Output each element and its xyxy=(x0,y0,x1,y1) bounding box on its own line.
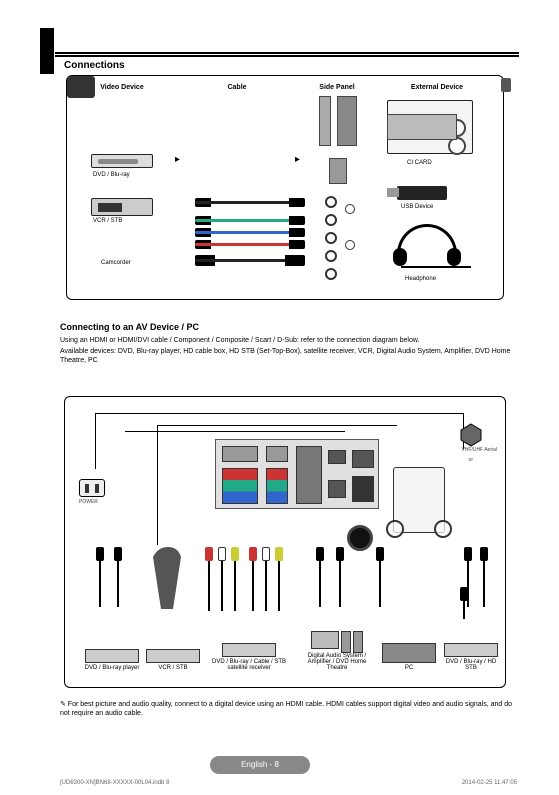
aerial-icon xyxy=(459,423,483,447)
mini-jack-icon xyxy=(345,240,355,250)
usb-stick-icon xyxy=(397,186,447,200)
col-header-panel: Side Panel xyxy=(307,84,367,91)
cable-drop-icon xyxy=(335,547,345,607)
pc-in-icon xyxy=(352,450,374,468)
cable-drop-icon xyxy=(459,587,469,617)
mid-line1: Using an HDMI or HDMI/DVI cable / Compon… xyxy=(60,336,519,345)
or-label: or xyxy=(469,457,473,463)
cable-drop-icon xyxy=(315,547,325,607)
device-label: DVD / Blu-ray / Cable / STB satellite re… xyxy=(205,659,293,671)
component-ports-icon xyxy=(222,468,258,504)
cable-drop-icon xyxy=(95,547,105,607)
bottom-device: Digital Audio System / Amplifier / DVD H… xyxy=(297,631,377,671)
ci-label: CI CARD xyxy=(407,160,432,166)
device-box-icon xyxy=(222,643,276,657)
audio-jack-icon xyxy=(325,250,337,262)
ant-in-icon xyxy=(352,476,374,502)
scart-cable-icon xyxy=(153,547,183,619)
tv-side-panel xyxy=(319,96,363,286)
ci-device-icon xyxy=(393,467,445,533)
ci-card-icon xyxy=(387,114,457,140)
device-box-icon xyxy=(85,649,139,663)
device-box-icon xyxy=(444,643,498,657)
bottom-device: PC xyxy=(381,641,437,671)
power-label: POWER xyxy=(79,499,98,505)
cable-drop-icon xyxy=(113,547,123,607)
av-jack-icon xyxy=(325,214,337,226)
hdmi-dvi-cable-icon xyxy=(195,256,305,266)
device-label: DVD / Blu-ray / HD STB xyxy=(441,659,501,671)
bottom-device: VCR / STB xyxy=(145,647,201,671)
print-date: 2014-02-25 11:47:05 xyxy=(462,780,517,786)
mid-line2: Available devices: DVD, Blu-ray player, … xyxy=(60,347,519,365)
device-label: PC xyxy=(381,665,437,671)
headphones-icon xyxy=(397,224,457,272)
hdmi-ports-icon xyxy=(296,446,322,504)
device-box-icon xyxy=(382,643,436,663)
col-header-device: Video Device xyxy=(77,84,167,91)
aerial-label: VHF/UHF Aerial xyxy=(447,447,497,453)
mini-jack-icon xyxy=(345,204,355,214)
ci-slot-icon xyxy=(319,96,331,146)
rca-cables-icon xyxy=(205,547,239,617)
lan-port-icon xyxy=(328,450,346,464)
header-rule xyxy=(55,52,519,56)
bottom-device: DVD / Blu-ray / Cable / STB satellite re… xyxy=(205,641,293,671)
chapter-tab xyxy=(40,28,54,74)
component-ports-icon xyxy=(266,468,288,504)
hdmi-cable-icon xyxy=(195,198,305,208)
dvd-player-icon xyxy=(91,154,153,168)
device-box-icon xyxy=(146,649,200,663)
usb-label: USB Device xyxy=(401,204,433,210)
component-cable-icon xyxy=(195,228,305,238)
bottom-device: DVD / Blu-ray player xyxy=(77,647,147,671)
zoom-callout-icon xyxy=(386,520,404,538)
vcr-label: VCR / STB xyxy=(93,218,122,224)
mid-section: Connecting to an AV Device / PC Using an… xyxy=(60,322,519,365)
optical-out-icon xyxy=(328,480,346,498)
headphone-jack-icon xyxy=(325,268,337,280)
av-jack-icon xyxy=(325,232,337,244)
cable-drop-icon xyxy=(375,547,385,607)
mid-title: Connecting to an AV Device / PC xyxy=(60,322,519,332)
coax-connector-icon xyxy=(347,525,373,551)
device-label: DVD / Blu-ray player xyxy=(77,665,147,671)
cable-drop-icon xyxy=(479,547,489,607)
headphone-label: Headphone xyxy=(405,276,436,282)
section-heading: Connections xyxy=(64,60,125,71)
vcr-icon xyxy=(91,198,153,216)
ext-scart-icon xyxy=(222,446,258,462)
device-label: Digital Audio System / Amplifier / DVD H… xyxy=(297,653,377,671)
power-inlet-icon xyxy=(79,479,105,497)
arrow-icon: ▸ xyxy=(295,154,300,165)
av-port-icon xyxy=(266,446,288,462)
tv-rear-panel xyxy=(215,439,379,509)
bottom-device: DVD / Blu-ray / HD STB xyxy=(441,641,501,671)
camcorder-label: Camcorder xyxy=(101,260,131,266)
device-label: VCR / STB xyxy=(145,665,201,671)
col-header-external: External Device xyxy=(382,84,492,91)
side-connections-diagram: Video Device Cable Side Panel External D… xyxy=(66,75,504,300)
component-cable-icon xyxy=(195,240,305,250)
zoom-callout-icon xyxy=(434,520,452,538)
usb-port-icon xyxy=(329,158,347,184)
section-title: Connections xyxy=(64,60,125,71)
rca-cables-icon xyxy=(249,547,283,617)
av-jack-icon xyxy=(325,196,337,208)
footer-note: ✎ For best picture and audio quality, co… xyxy=(60,700,519,718)
dvd-label: DVD / Blu-ray xyxy=(93,172,130,178)
arrow-icon: ▸ xyxy=(175,154,180,165)
col-header-cable: Cable xyxy=(192,84,282,91)
hdmi-port-icon xyxy=(337,96,357,146)
rear-connections-diagram: POWER VHF/UHF Aerial or xyxy=(64,396,506,688)
component-cable-icon xyxy=(195,216,305,226)
page-number-pill: English - 8 xyxy=(210,756,310,774)
print-file: [UD6300-XN]BN68-XXXXX-00L04.indb 8 xyxy=(60,780,169,786)
